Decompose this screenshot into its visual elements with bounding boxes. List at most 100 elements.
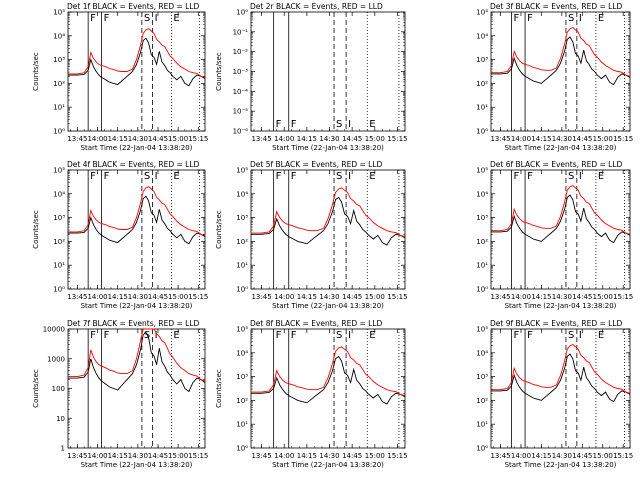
y-tick-label: 10² bbox=[476, 238, 488, 246]
y-tick-label: 10⁰ bbox=[476, 445, 488, 453]
marker-letter: E bbox=[598, 330, 604, 341]
panel-title: Det 7f BLACK = Events, RED = LLD bbox=[67, 319, 200, 328]
y-tick-label: 10¹ bbox=[476, 421, 488, 429]
x-tick-label: 14:45 bbox=[148, 452, 168, 460]
marker-letter: F bbox=[276, 171, 282, 182]
events-series-line bbox=[491, 353, 631, 403]
x-tick-label: 13:45 bbox=[490, 452, 510, 460]
y-tick-label: 10² bbox=[53, 80, 65, 88]
y-tick-label: 10⁰ bbox=[236, 9, 248, 17]
marker-letter: I bbox=[155, 13, 158, 24]
marker-letter: E bbox=[369, 330, 375, 341]
panel-title: Det 5f BLACK = Events, RED = LLD bbox=[250, 160, 383, 169]
y-tick-label: 10⁰ bbox=[53, 128, 65, 136]
events-series-line bbox=[251, 196, 406, 246]
plot-frame bbox=[67, 11, 206, 132]
panel-title: Det 4f BLACK = Events, RED = LLD bbox=[67, 160, 200, 169]
x-tick-label: 13:45 bbox=[67, 135, 87, 143]
marker-letter: F bbox=[513, 330, 519, 341]
marker-letter: S bbox=[144, 13, 150, 24]
lld-series-line bbox=[491, 26, 631, 77]
x-tick-label: 15:15 bbox=[387, 452, 407, 460]
x-tick-label: 15:00 bbox=[168, 135, 188, 143]
marker-letter: F bbox=[90, 13, 96, 24]
y-tick-label: 10⁰ bbox=[236, 286, 248, 294]
marker-letter: E bbox=[369, 119, 375, 130]
x-tick-label: 14:30 bbox=[128, 293, 148, 301]
y-axis-label: Counts/sec bbox=[32, 210, 40, 249]
x-tick-label: 13:45 bbox=[251, 135, 271, 143]
panel-title: Det 3f BLACK = Events, RED = LLD bbox=[490, 2, 623, 11]
x-tick-label: 14:45 bbox=[148, 135, 168, 143]
marker-letter: F bbox=[90, 330, 96, 341]
y-tick-label: 10⁵ bbox=[236, 326, 248, 334]
x-tick-label: 14:15 bbox=[531, 135, 551, 143]
y-tick-label: 10⁴ bbox=[476, 190, 488, 198]
y-tick-label: 10³ bbox=[476, 373, 488, 381]
panel-title: Det 2r BLACK = Events, RED = LLD bbox=[250, 2, 383, 11]
y-tick-label: 10⁴ bbox=[236, 190, 248, 198]
x-tick-label: 13:45 bbox=[67, 293, 87, 301]
y-tick-label: 10000 bbox=[43, 326, 65, 334]
y-tick-label: 10⁻² bbox=[233, 48, 249, 56]
y-tick-label: 10³ bbox=[53, 56, 65, 64]
y-tick-label: 10² bbox=[236, 238, 248, 246]
x-axis-label: Start Time (22-Jan-04 13:38:20) bbox=[505, 302, 617, 310]
plot-frame bbox=[490, 169, 631, 290]
lld-series-line bbox=[491, 343, 631, 394]
plot-frame bbox=[250, 11, 406, 132]
x-tick-label: 14:30 bbox=[128, 135, 148, 143]
x-tick-label: 15:00 bbox=[168, 293, 188, 301]
x-tick-label: 14:45 bbox=[148, 293, 168, 301]
x-tick-label: 14:30 bbox=[552, 135, 572, 143]
x-tick-label: 14:15 bbox=[108, 135, 128, 143]
x-tick-label: 14:45 bbox=[572, 452, 592, 460]
x-tick-label: 14:00 bbox=[87, 135, 107, 143]
events-series-line bbox=[491, 36, 631, 86]
x-tick-label: 15:15 bbox=[387, 135, 407, 143]
x-axis-label: Start Time (22-Jan-04 13:38:20) bbox=[505, 461, 617, 469]
marker-letter: S bbox=[336, 171, 342, 182]
x-tick-label: 13:45 bbox=[490, 135, 510, 143]
y-tick-label: 10⁴ bbox=[476, 349, 488, 357]
x-axis-label: Start Time (22-Jan-04 13:38:20) bbox=[81, 461, 193, 469]
lld-series-line bbox=[251, 346, 406, 397]
x-tick-label: 14:15 bbox=[531, 293, 551, 301]
y-tick-label: 10⁻¹ bbox=[233, 28, 249, 36]
x-tick-label: 14:30 bbox=[552, 452, 572, 460]
events-series-line bbox=[491, 194, 631, 244]
x-tick-label: 14:00 bbox=[87, 452, 107, 460]
y-tick-label: 1000 bbox=[47, 355, 65, 363]
y-tick-label: 10⁵ bbox=[476, 167, 488, 175]
marker-letter: F bbox=[527, 330, 533, 341]
y-tick-label: 100 bbox=[52, 385, 65, 393]
y-tick-label: 10⁰ bbox=[236, 445, 248, 453]
marker-letter: E bbox=[598, 171, 604, 182]
marker-letter: S bbox=[568, 171, 574, 182]
events-series-line bbox=[251, 355, 406, 405]
x-tick-label: 14:45 bbox=[342, 293, 362, 301]
x-tick-label: 13:45 bbox=[251, 293, 271, 301]
x-tick-label: 15:15 bbox=[188, 135, 208, 143]
marker-letter: F bbox=[527, 13, 533, 24]
y-axis-label: Counts/sec bbox=[215, 210, 223, 249]
y-tick-label: 10³ bbox=[236, 214, 248, 222]
marker-letter: F bbox=[104, 171, 110, 182]
y-axis-label: Counts/sec bbox=[32, 52, 40, 91]
x-tick-label: 15:00 bbox=[365, 135, 385, 143]
y-tick-label: 10¹ bbox=[236, 262, 248, 270]
y-tick-label: 10⁻³ bbox=[233, 68, 249, 76]
y-tick-label: 10⁴ bbox=[53, 32, 65, 40]
marker-letter: F bbox=[90, 171, 96, 182]
marker-letter: S bbox=[336, 330, 342, 341]
marker-letter: S bbox=[568, 330, 574, 341]
x-tick-label: 14:00 bbox=[511, 452, 531, 460]
y-axis-label: Counts/sec bbox=[32, 369, 40, 408]
x-tick-label: 14:45 bbox=[572, 135, 592, 143]
x-tick-label: 15:15 bbox=[613, 135, 633, 143]
x-tick-label: 14:00 bbox=[511, 135, 531, 143]
marker-letter: E bbox=[598, 13, 604, 24]
x-tick-label: 15:15 bbox=[613, 293, 633, 301]
